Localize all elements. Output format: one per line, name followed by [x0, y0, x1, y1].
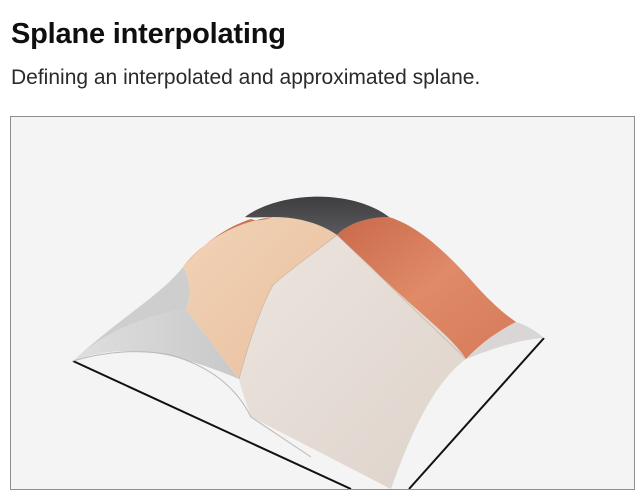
surface-seams — [238, 234, 467, 380]
spline-surface-render[interactable] — [11, 117, 634, 489]
frame-front-right-edge — [408, 337, 545, 489]
seam-horizontal — [336, 234, 467, 360]
surface-patch-grey-left — [73, 309, 239, 379]
surface-patch-peach — [183, 217, 337, 379]
base-frame — [72, 337, 545, 489]
surface-bottom-edge — [72, 351, 312, 458]
surface-patch-orange — [337, 217, 516, 359]
surface-patch-light — [239, 235, 469, 489]
page-title: Splane interpolating — [11, 18, 286, 50]
surface-edge-right — [466, 322, 544, 359]
surface-patch-grey-back — [73, 267, 190, 361]
surface-top-cap — [245, 196, 389, 235]
frame-front-left-edge — [72, 360, 352, 489]
page-subtitle: Defining an interpolated and approximate… — [11, 66, 481, 89]
surface-viewer-canvas[interactable] — [10, 116, 635, 490]
seam-vertical — [238, 234, 338, 380]
